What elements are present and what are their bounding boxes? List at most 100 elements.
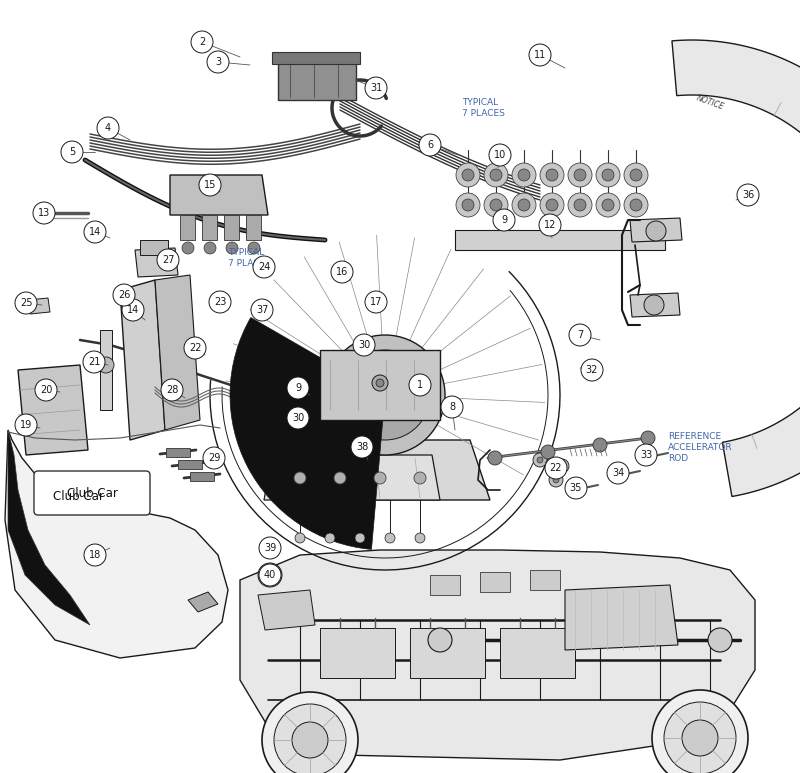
- Circle shape: [199, 174, 221, 196]
- Circle shape: [540, 163, 564, 187]
- Polygon shape: [565, 585, 678, 650]
- Circle shape: [97, 117, 119, 139]
- Text: 27: 27: [162, 255, 174, 265]
- Circle shape: [355, 533, 365, 543]
- Polygon shape: [258, 590, 315, 630]
- Text: 29: 29: [208, 453, 220, 463]
- Text: TYPICAL
7 PLACES: TYPICAL 7 PLACES: [462, 98, 505, 118]
- Circle shape: [264, 569, 276, 581]
- Circle shape: [602, 169, 614, 181]
- Circle shape: [545, 457, 567, 479]
- Text: 11: 11: [534, 50, 546, 60]
- Polygon shape: [630, 218, 682, 242]
- Circle shape: [191, 31, 213, 53]
- Circle shape: [61, 141, 83, 163]
- Circle shape: [294, 472, 306, 484]
- Text: 9: 9: [295, 383, 301, 393]
- Circle shape: [484, 193, 508, 217]
- Circle shape: [737, 184, 759, 206]
- Circle shape: [334, 472, 346, 484]
- Polygon shape: [188, 592, 218, 612]
- Polygon shape: [278, 55, 356, 100]
- Circle shape: [372, 375, 388, 391]
- Circle shape: [161, 379, 183, 401]
- Text: 4: 4: [105, 123, 111, 133]
- Polygon shape: [290, 440, 490, 500]
- Text: REFERENCE
ACCELERATOR
ROD: REFERENCE ACCELERATOR ROD: [668, 432, 733, 463]
- Circle shape: [574, 199, 586, 211]
- Text: Club Car: Club Car: [53, 490, 103, 503]
- Bar: [178, 460, 202, 469]
- Circle shape: [184, 337, 206, 359]
- Circle shape: [490, 199, 502, 211]
- Circle shape: [365, 77, 387, 99]
- Circle shape: [415, 533, 425, 543]
- Circle shape: [555, 459, 569, 473]
- Circle shape: [374, 472, 386, 484]
- Bar: [180, 215, 195, 240]
- Bar: [320, 628, 395, 678]
- Circle shape: [414, 472, 426, 484]
- Circle shape: [539, 214, 561, 236]
- Text: NOTICE: NOTICE: [695, 94, 725, 112]
- Circle shape: [512, 163, 536, 187]
- Bar: [190, 472, 214, 481]
- Circle shape: [512, 193, 536, 217]
- Text: 28: 28: [166, 385, 178, 395]
- Text: 30: 30: [292, 413, 304, 423]
- Circle shape: [331, 261, 353, 283]
- Circle shape: [207, 51, 229, 73]
- Circle shape: [259, 537, 281, 559]
- Circle shape: [540, 193, 564, 217]
- Polygon shape: [170, 175, 268, 215]
- Circle shape: [456, 163, 480, 187]
- Bar: [202, 215, 217, 240]
- Text: 39: 39: [264, 543, 276, 553]
- Polygon shape: [18, 365, 88, 455]
- Circle shape: [295, 533, 305, 543]
- Bar: [410, 628, 485, 678]
- Circle shape: [529, 44, 551, 66]
- Bar: [480, 572, 510, 592]
- Text: 33: 33: [640, 450, 652, 460]
- Circle shape: [122, 299, 144, 321]
- Circle shape: [35, 379, 57, 401]
- Circle shape: [488, 451, 502, 465]
- Circle shape: [325, 335, 445, 455]
- Text: 21: 21: [88, 357, 100, 367]
- Circle shape: [251, 299, 273, 321]
- Bar: [320, 350, 440, 420]
- Text: 22: 22: [189, 343, 202, 353]
- Circle shape: [546, 169, 558, 181]
- Circle shape: [635, 444, 657, 466]
- Text: 34: 34: [612, 468, 624, 478]
- Circle shape: [708, 628, 732, 652]
- Text: 5: 5: [69, 147, 75, 157]
- Text: 9: 9: [501, 215, 507, 225]
- Circle shape: [292, 722, 328, 758]
- Text: 8: 8: [449, 402, 455, 412]
- Circle shape: [518, 169, 530, 181]
- Circle shape: [248, 242, 260, 254]
- Polygon shape: [240, 550, 755, 760]
- Bar: [272, 52, 360, 64]
- Circle shape: [624, 163, 648, 187]
- Text: 15: 15: [204, 180, 216, 190]
- Circle shape: [559, 463, 565, 469]
- Text: 17: 17: [370, 297, 382, 307]
- Text: 32: 32: [586, 365, 598, 375]
- Polygon shape: [5, 430, 228, 658]
- Text: 40: 40: [264, 570, 276, 580]
- Circle shape: [325, 533, 335, 543]
- Text: 26: 26: [118, 290, 130, 300]
- Circle shape: [568, 193, 592, 217]
- Text: 3: 3: [215, 57, 221, 67]
- Circle shape: [644, 295, 664, 315]
- Circle shape: [262, 692, 358, 773]
- Circle shape: [630, 169, 642, 181]
- Circle shape: [518, 199, 530, 211]
- Polygon shape: [264, 455, 440, 500]
- Circle shape: [546, 199, 558, 211]
- Circle shape: [610, 466, 626, 482]
- Circle shape: [462, 169, 474, 181]
